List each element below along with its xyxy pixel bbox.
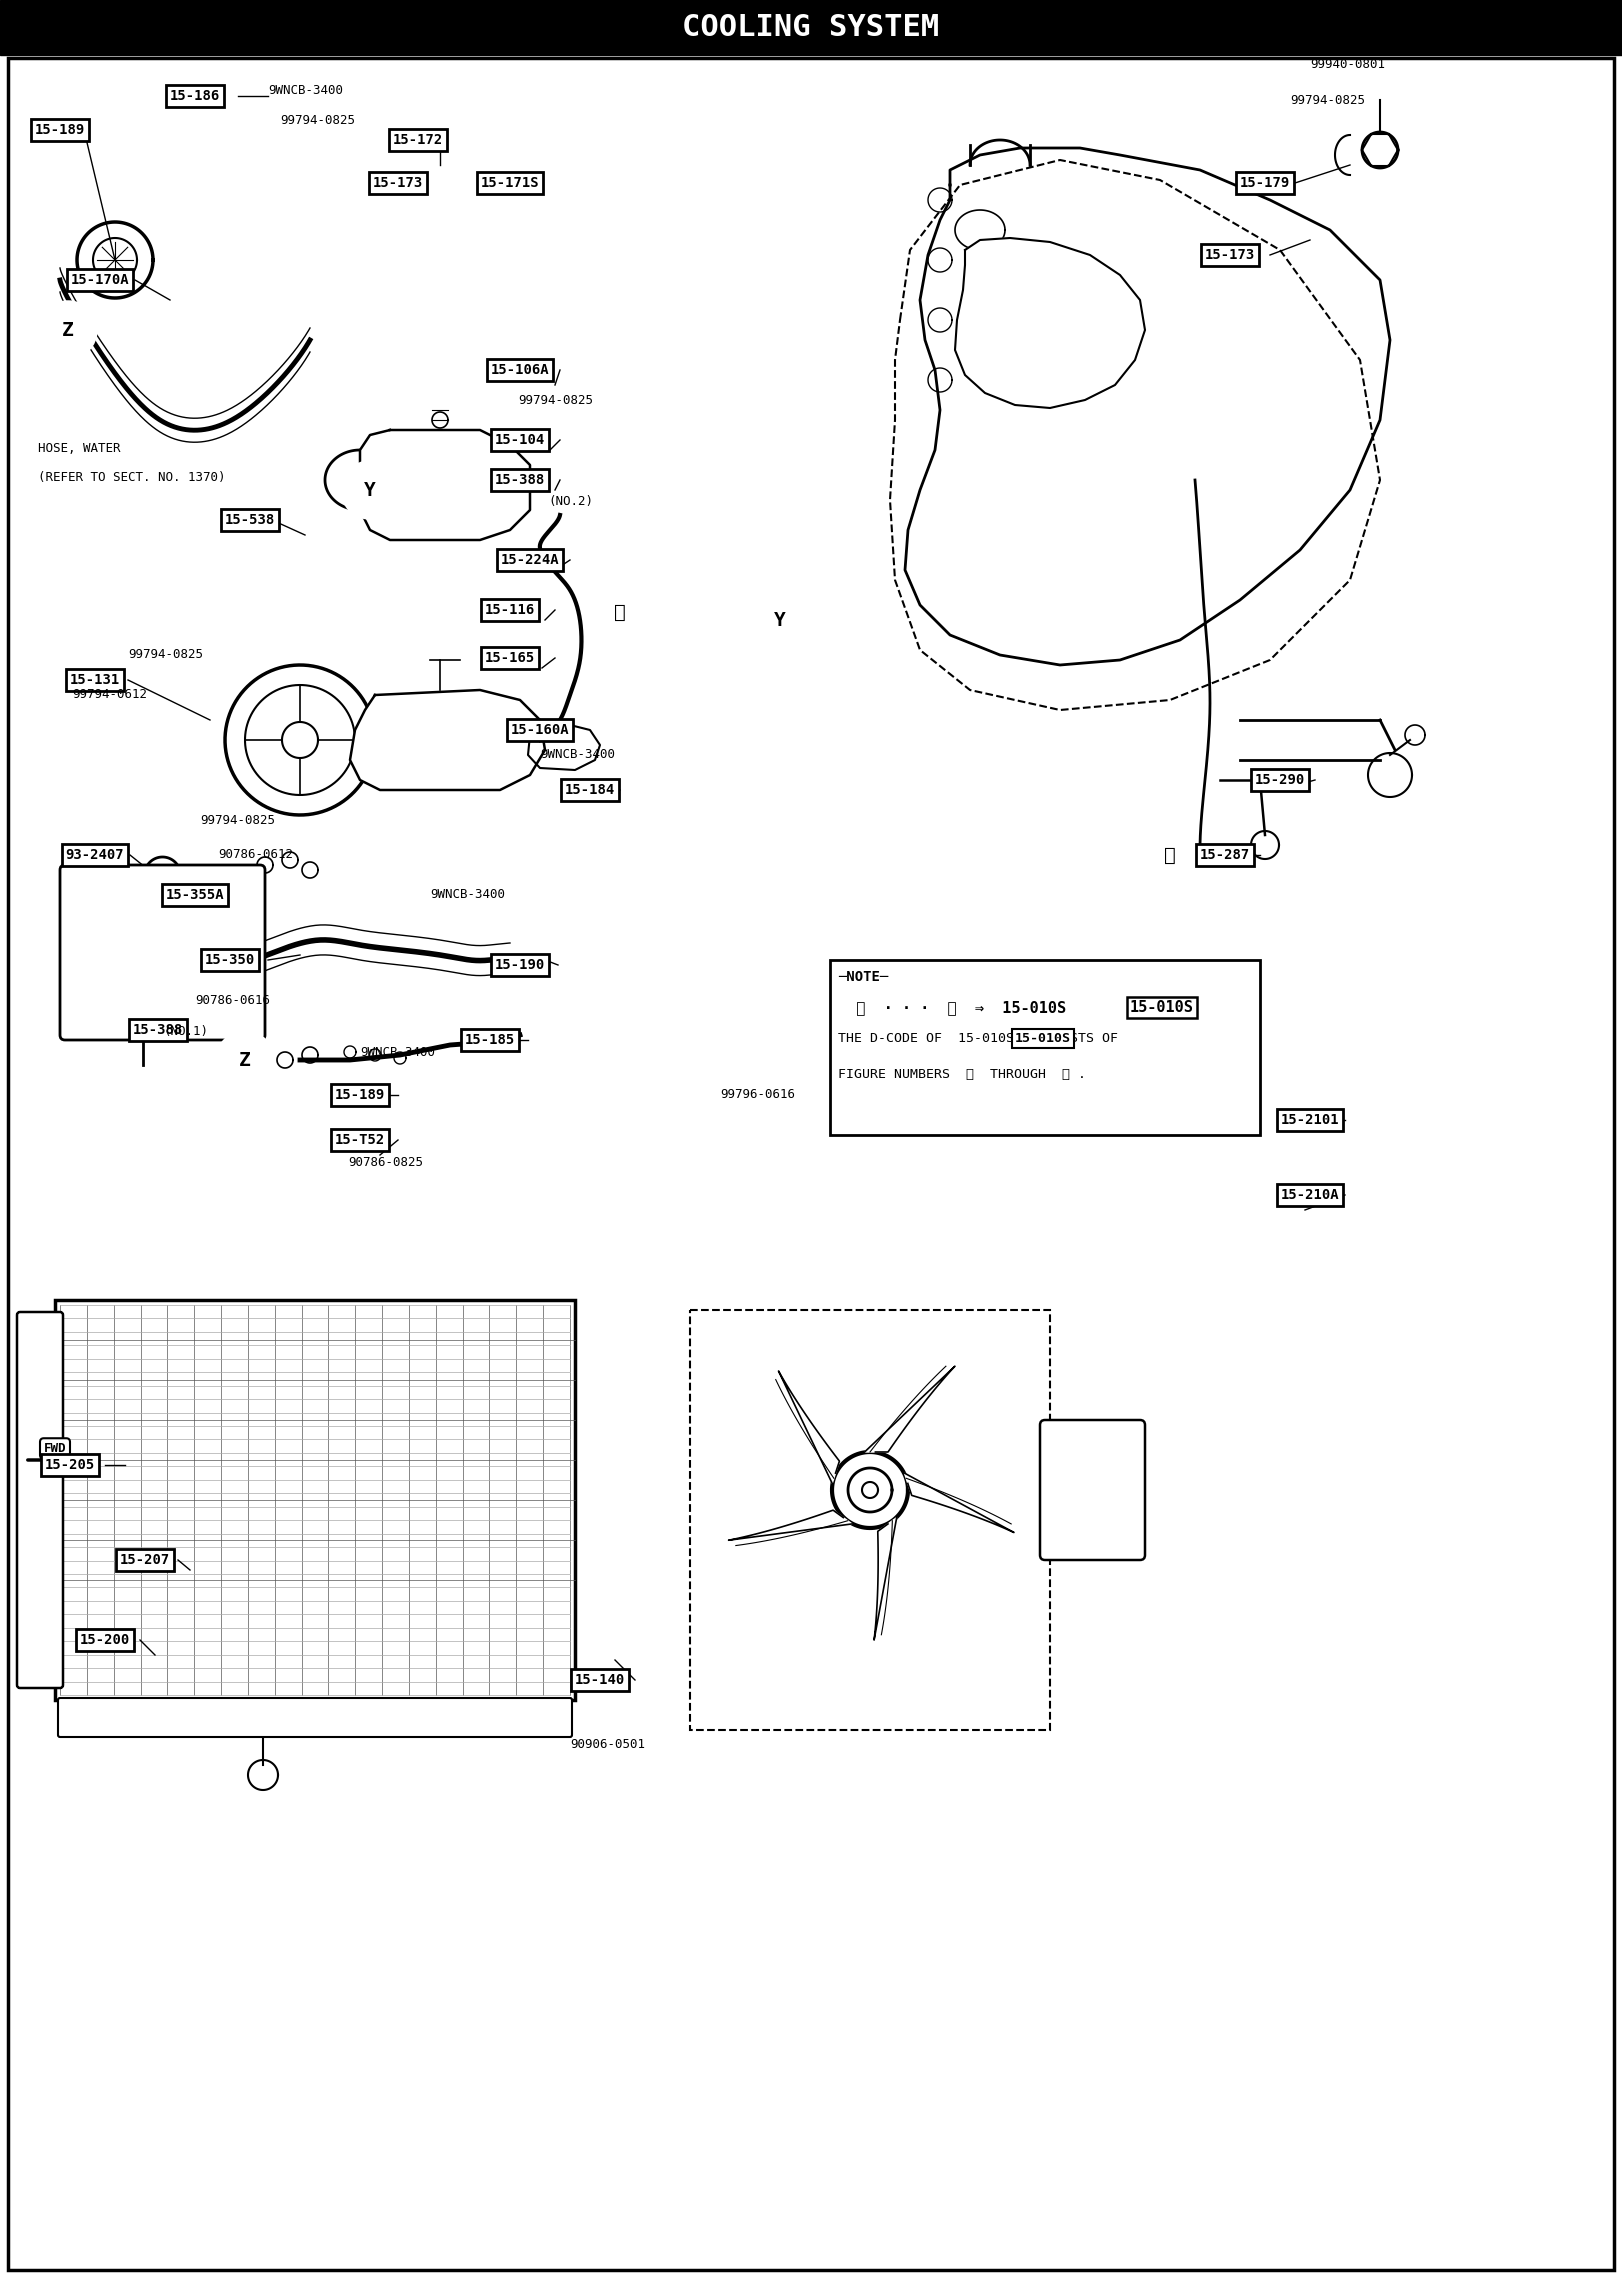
Text: 15-538: 15-538 xyxy=(225,513,276,526)
Text: 15-350: 15-350 xyxy=(204,952,255,966)
FancyBboxPatch shape xyxy=(1040,1419,1145,1560)
Circle shape xyxy=(217,1032,272,1089)
Circle shape xyxy=(41,303,96,358)
FancyBboxPatch shape xyxy=(830,959,1260,1134)
FancyBboxPatch shape xyxy=(58,1697,573,1738)
Text: (REFER TO SECT. NO. 1370): (REFER TO SECT. NO. 1370) xyxy=(37,472,225,485)
Text: 15-106A: 15-106A xyxy=(491,362,550,376)
Text: 15-189: 15-189 xyxy=(334,1089,384,1103)
Polygon shape xyxy=(360,431,530,540)
Polygon shape xyxy=(865,1367,955,1451)
Text: 15-010S: 15-010S xyxy=(1131,1000,1194,1016)
Text: 9WNCB-3400: 9WNCB-3400 xyxy=(540,749,615,761)
Text: 9WNCB-3400: 9WNCB-3400 xyxy=(430,888,504,902)
Polygon shape xyxy=(905,1474,1014,1533)
Bar xyxy=(55,1301,576,1699)
Text: 15-172: 15-172 xyxy=(393,132,443,148)
Text: 15-184: 15-184 xyxy=(564,784,615,797)
Text: 15-173: 15-173 xyxy=(1205,248,1255,262)
Circle shape xyxy=(599,590,642,633)
Text: Z: Z xyxy=(62,321,75,339)
Text: 15-185: 15-185 xyxy=(466,1032,516,1048)
Text: 15-355A: 15-355A xyxy=(165,888,224,902)
Text: 99796-0616: 99796-0616 xyxy=(720,1089,795,1103)
Text: 15-200: 15-200 xyxy=(79,1633,130,1647)
Text: ─NOTE─: ─NOTE─ xyxy=(839,970,889,984)
Circle shape xyxy=(1148,834,1192,877)
Text: 15-T52: 15-T52 xyxy=(334,1132,384,1148)
Text: 15-189: 15-189 xyxy=(36,123,84,137)
Bar xyxy=(0,0,1622,55)
Text: 15-388: 15-388 xyxy=(495,474,545,487)
Text: 90786-0612: 90786-0612 xyxy=(217,847,294,861)
Text: 15-207: 15-207 xyxy=(120,1554,170,1567)
Polygon shape xyxy=(955,237,1145,408)
Text: 15-210A: 15-210A xyxy=(1281,1189,1340,1203)
Polygon shape xyxy=(874,1517,897,1640)
Text: ①: ① xyxy=(615,601,626,622)
Text: 15-290: 15-290 xyxy=(1255,772,1306,786)
Text: 99794-0825: 99794-0825 xyxy=(281,114,355,128)
Circle shape xyxy=(748,588,813,652)
Text: (NO.1): (NO.1) xyxy=(162,1025,208,1039)
Text: HOSE, WATER: HOSE, WATER xyxy=(37,442,120,456)
FancyBboxPatch shape xyxy=(16,1312,63,1688)
Text: THE D-CODE OF  15-010S  CONSISTS OF: THE D-CODE OF 15-010S CONSISTS OF xyxy=(839,1032,1118,1046)
Text: 99794-0825: 99794-0825 xyxy=(1289,93,1366,107)
Polygon shape xyxy=(905,148,1390,665)
FancyBboxPatch shape xyxy=(60,866,264,1041)
Bar xyxy=(689,1310,1049,1729)
Text: 99794-0825: 99794-0825 xyxy=(200,813,276,827)
Text: COOLING SYSTEM: COOLING SYSTEM xyxy=(683,14,939,41)
Text: (NO.2): (NO.2) xyxy=(548,497,594,508)
Text: 15-104: 15-104 xyxy=(495,433,545,446)
Text: 90906-0501: 90906-0501 xyxy=(569,1738,646,1752)
Text: 15-224A: 15-224A xyxy=(501,554,560,567)
Text: FIGURE NUMBERS  ①  THROUGH  ② .: FIGURE NUMBERS ① THROUGH ② . xyxy=(839,1068,1087,1082)
Text: ①  · · ·  ②  ⇒  15-010S: ① · · · ② ⇒ 15-010S xyxy=(839,1000,1066,1016)
Text: 90786-0616: 90786-0616 xyxy=(195,993,269,1007)
Polygon shape xyxy=(529,724,600,770)
Text: 15-179: 15-179 xyxy=(1239,175,1289,189)
Text: 9WNCB-3400: 9WNCB-3400 xyxy=(268,84,342,96)
Text: Z: Z xyxy=(238,1050,251,1068)
Text: Y: Y xyxy=(774,611,787,629)
Text: 15-131: 15-131 xyxy=(70,672,120,688)
Text: FWD: FWD xyxy=(44,1442,67,1456)
Text: 99794-0825: 99794-0825 xyxy=(128,649,203,661)
Text: 15-160A: 15-160A xyxy=(511,722,569,738)
Text: 99940-0801: 99940-0801 xyxy=(1311,59,1385,71)
Polygon shape xyxy=(861,1483,878,1499)
Text: 15-173: 15-173 xyxy=(373,175,423,189)
Text: 15-287: 15-287 xyxy=(1200,847,1251,861)
Text: 99794-0612: 99794-0612 xyxy=(71,688,148,702)
Text: 15-116: 15-116 xyxy=(485,604,535,617)
Text: 15-186: 15-186 xyxy=(170,89,221,103)
Text: ②: ② xyxy=(1165,845,1176,863)
Text: 15-171S: 15-171S xyxy=(480,175,539,189)
Text: 15-388: 15-388 xyxy=(133,1023,183,1036)
Text: 99794-0825: 99794-0825 xyxy=(517,394,594,405)
Text: 15-205: 15-205 xyxy=(45,1458,96,1472)
Polygon shape xyxy=(779,1371,840,1483)
Text: 15-190: 15-190 xyxy=(495,959,545,973)
Polygon shape xyxy=(350,690,545,790)
Text: Y: Y xyxy=(363,481,376,499)
Polygon shape xyxy=(728,1510,852,1540)
Text: 15-2101: 15-2101 xyxy=(1281,1114,1340,1128)
Text: 15-010S: 15-010S xyxy=(1015,1032,1071,1046)
Text: 15-165: 15-165 xyxy=(485,652,535,665)
Circle shape xyxy=(342,462,397,517)
Text: 9WNCB-3400: 9WNCB-3400 xyxy=(360,1046,435,1059)
Text: 93-2407: 93-2407 xyxy=(65,847,125,861)
Text: 15-170A: 15-170A xyxy=(71,273,130,287)
Text: 90786-0825: 90786-0825 xyxy=(349,1157,423,1169)
Text: 15-140: 15-140 xyxy=(574,1672,624,1688)
